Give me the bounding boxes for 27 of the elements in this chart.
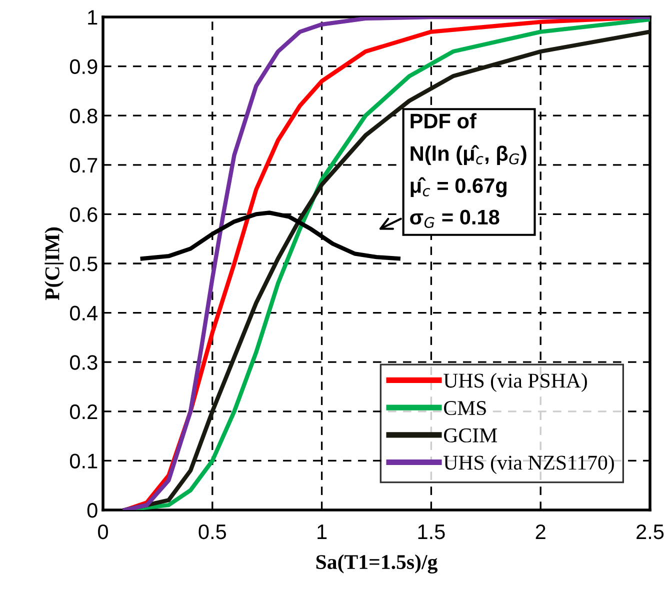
y-tick-label: 0.9 bbox=[70, 59, 98, 74]
x-tick-label: 1 bbox=[318, 524, 327, 539]
y-tick-label: 1 bbox=[88, 10, 98, 25]
annotation: PDF of bbox=[410, 113, 476, 128]
x-tick-label: 0.5 bbox=[198, 524, 226, 540]
annotation: N(ln (μ̂$_{c}$, β$_{G}$) bbox=[410, 145, 526, 166]
y-tick-label: 0.2 bbox=[70, 404, 98, 420]
y-tick-label: 0.1 bbox=[70, 454, 98, 468]
x-tick-label: 0 bbox=[98, 524, 108, 540]
y-tick-label: 0.5 bbox=[70, 256, 98, 272]
annotation: σ$_{G}$ = 0.18 bbox=[410, 210, 500, 228]
x-axis-title: Sa(T1=1.5s)/g bbox=[316, 554, 438, 574]
legend-label: CMS bbox=[444, 401, 486, 416]
y-tick-label: 0.6 bbox=[70, 207, 98, 222]
x-tick-label: 1.5 bbox=[418, 524, 445, 540]
annotation: μ̂$_{c}$ = 0.67g bbox=[410, 177, 506, 198]
y-tick-label: 0.4 bbox=[70, 306, 98, 321]
y-tick-label: 0.3 bbox=[70, 355, 98, 370]
legend-label: GCIM bbox=[444, 428, 497, 442]
x-tick-label: 2.5 bbox=[636, 524, 664, 540]
legend-label: UHS (via PSHA) bbox=[444, 373, 587, 392]
y-tick-label: 0.7 bbox=[70, 158, 98, 173]
y-tick-label: 0.8 bbox=[70, 108, 98, 124]
y-axis-title: P(C|IM) bbox=[44, 227, 64, 300]
y-tick-label: 0 bbox=[87, 503, 98, 518]
legend-label: UHS (via NZS1170) bbox=[444, 455, 614, 474]
x-tick-label: 2 bbox=[536, 524, 546, 539]
